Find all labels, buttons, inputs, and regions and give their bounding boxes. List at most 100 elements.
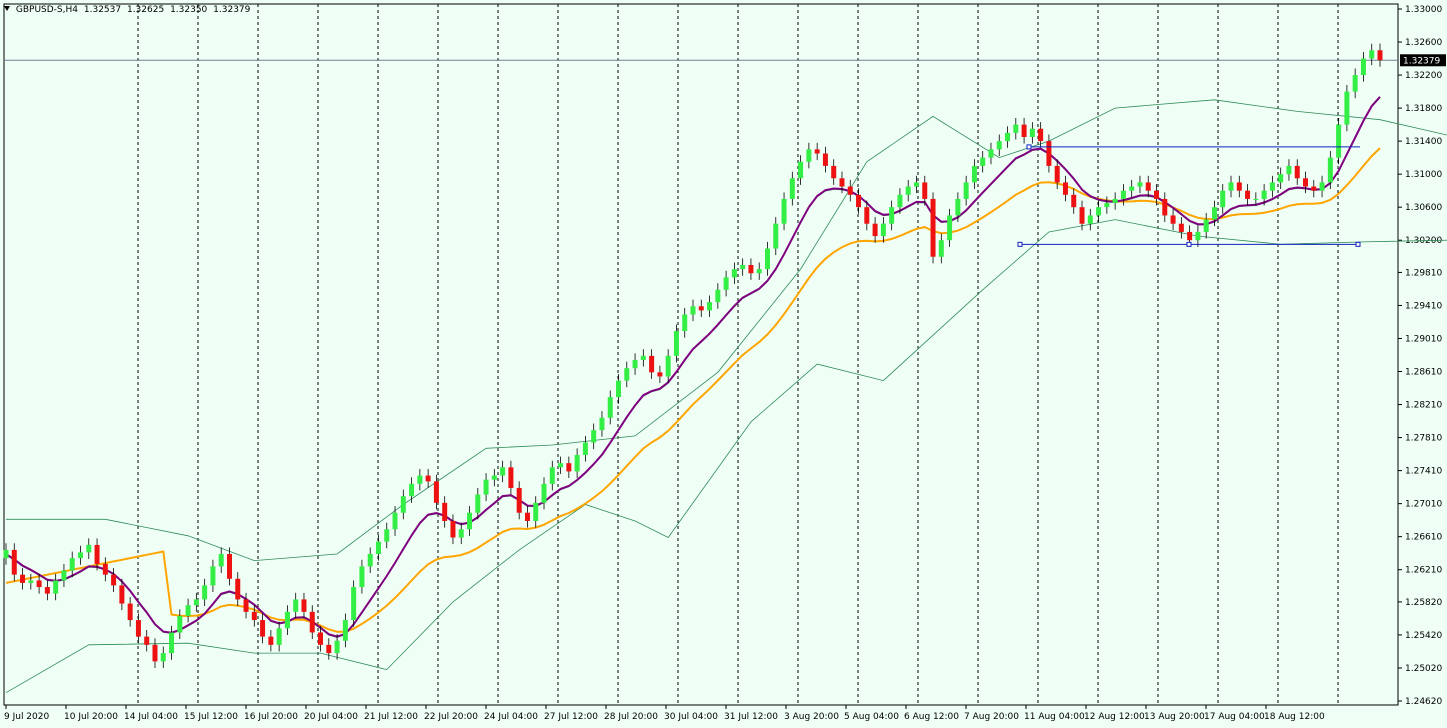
candle-body (715, 289, 721, 303)
candle-body (293, 599, 299, 612)
candle-body (433, 481, 439, 503)
bollinger-upper-band (6, 99, 1447, 562)
candle-body (1228, 182, 1234, 191)
candle-body (930, 198, 936, 257)
x-tick-label: 31 Jul 12:00 (724, 712, 778, 722)
y-tick-label: 1.31000 (1405, 170, 1442, 180)
candle-body (119, 585, 125, 604)
candle-body (856, 194, 862, 208)
candle-body (1303, 178, 1309, 187)
candle-body (798, 161, 804, 179)
candle-body (334, 640, 340, 654)
candle-body (789, 178, 795, 199)
candle-body (781, 198, 787, 224)
candle-body (1129, 186, 1135, 191)
candle-body (649, 355, 655, 373)
candle-body (822, 153, 828, 166)
candle-body (417, 475, 423, 484)
candle-body (351, 587, 357, 621)
y-tick-label: 1.25420 (1405, 631, 1442, 641)
candle-body (640, 355, 646, 360)
candle-body (409, 483, 415, 497)
candle-body (86, 544, 92, 553)
x-tick-label: 28 Jul 20:00 (604, 712, 658, 722)
candle-body (897, 194, 903, 208)
candle-body (185, 605, 191, 616)
candle-body (1319, 182, 1325, 191)
candle-body (1029, 128, 1035, 137)
candle-body (326, 644, 332, 654)
menu-triangle-icon[interactable] (4, 6, 10, 11)
candle-body (955, 198, 961, 216)
candle-body (698, 306, 704, 311)
candle-body (1203, 219, 1209, 232)
x-tick-label: 30 Jul 04:00 (664, 712, 718, 722)
y-tick-label: 1.24620 (1405, 697, 1442, 707)
candle-body (1253, 198, 1259, 200)
candle-body (756, 269, 762, 274)
candle-body (1145, 182, 1151, 191)
x-tick-label: 15 Jul 12:00 (184, 712, 238, 722)
symbol-name: GBPUSD-S,H4 (15, 5, 78, 15)
candle-body (36, 580, 42, 588)
ema-fast-line (5, 96, 1381, 638)
y-tick-label: 1.29010 (1405, 334, 1442, 344)
y-tick-label: 1.27810 (1405, 434, 1442, 444)
x-tick-label: 18 Aug 12:00 (1264, 712, 1325, 722)
candle-body (483, 479, 489, 495)
candle-body (127, 603, 133, 621)
y-tick-label: 1.33000 (1405, 5, 1442, 15)
candle-body (160, 653, 166, 662)
candle-body (384, 529, 390, 542)
candle-body (682, 314, 688, 332)
candle-body (1062, 182, 1068, 195)
candle-body (177, 615, 183, 633)
candle-body (1038, 128, 1044, 142)
candle-body (773, 223, 779, 249)
candle-body (831, 165, 837, 179)
candle-body (1162, 198, 1168, 216)
candle-body (905, 186, 911, 195)
x-tick-label: 16 Jul 20:00 (244, 712, 298, 722)
candle-body (152, 644, 158, 662)
candle-body (1096, 207, 1102, 216)
candle-body (988, 149, 994, 158)
candle-body (475, 494, 481, 513)
candle-body (740, 264, 746, 270)
candle-body (624, 368, 630, 381)
candle-body (1104, 203, 1110, 208)
candle-body (806, 149, 812, 162)
candle-body (425, 475, 431, 482)
x-tick-label: 12 Aug 12:00 (1084, 712, 1145, 722)
y-tick-label: 1.32200 (1405, 71, 1442, 81)
y-tick-label: 1.25820 (1405, 598, 1442, 608)
candle-body (599, 417, 605, 431)
candle-body (218, 554, 224, 567)
x-tick-label: 17 Aug 04:00 (1204, 712, 1265, 722)
candle-body (541, 483, 547, 503)
candle-body (922, 182, 928, 199)
x-tick-label: 11 Aug 04:00 (1024, 712, 1085, 722)
range-handle (1186, 241, 1192, 247)
ohlc-low: 1.32350 (170, 5, 208, 15)
candle-body (591, 430, 597, 443)
candle-body (947, 215, 953, 241)
candle-body (864, 207, 870, 224)
candle-body (1195, 231, 1201, 241)
candle-body (3, 549, 9, 559)
candle-body (1211, 207, 1217, 220)
candle-body (913, 182, 919, 187)
candle-body (549, 467, 555, 484)
candle-body (1236, 182, 1242, 191)
candle-body (20, 574, 26, 583)
candle-body (1269, 182, 1275, 191)
candle-body (847, 186, 853, 195)
y-tick-label: 1.29810 (1405, 268, 1442, 278)
x-tick-label: 24 Jul 04:00 (484, 712, 538, 722)
x-tick-label: 13 Aug 20:00 (1144, 712, 1205, 722)
candle-body (524, 512, 530, 521)
candle-body (1021, 124, 1027, 137)
candle-body (276, 628, 282, 645)
candle-body (144, 636, 150, 645)
